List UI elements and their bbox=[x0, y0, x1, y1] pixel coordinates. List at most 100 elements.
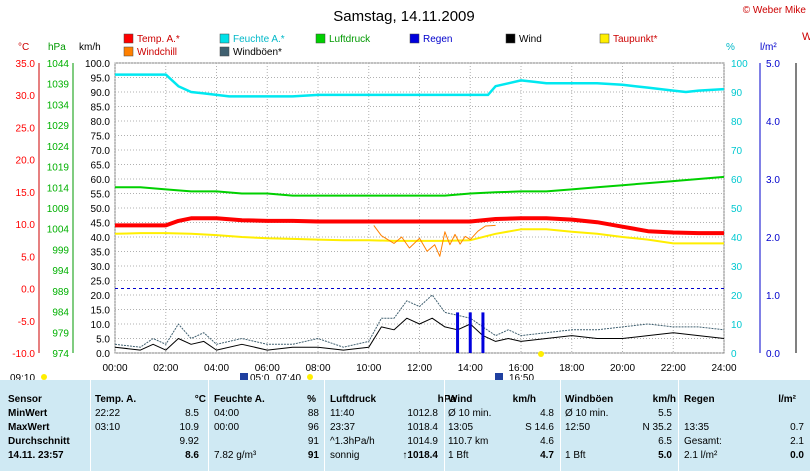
stat-row-label: MaxWert bbox=[8, 422, 50, 433]
stat-value: 4.8 bbox=[540, 408, 554, 419]
chart-grid bbox=[114, 62, 725, 354]
stat-header: l/m² bbox=[778, 394, 796, 405]
sun-icon bbox=[41, 374, 47, 380]
legend-swatch bbox=[505, 33, 516, 44]
x-tick-label: 10:00 bbox=[356, 363, 381, 374]
stat-value: 5.5 bbox=[658, 408, 672, 419]
temp-tick-label: 5.0 bbox=[21, 252, 35, 263]
humidity-tick-label: 60 bbox=[731, 175, 743, 186]
stat-value: 7.82 g/m³ bbox=[214, 450, 257, 461]
temp-tick-label: 25.0 bbox=[16, 123, 36, 134]
pressure-tick-label: 974 bbox=[52, 349, 69, 360]
x-tick-label: 14:00 bbox=[458, 363, 483, 374]
stat-value: 22:22 bbox=[95, 408, 121, 419]
weather-chart: Samstag, 14.11.2009 © Weber Mike °C hPa … bbox=[10, 5, 810, 380]
stat-value: Ø 10 min. bbox=[448, 408, 492, 419]
statistics-table: Sensor Temp. A. °C Feuchte A.% Luftdruck hPa W… bbox=[0, 380, 810, 471]
pressure-tick-label: 1019 bbox=[47, 163, 70, 174]
x-tick-label: 24:00 bbox=[711, 363, 736, 374]
stat-header: Feuchte A. bbox=[214, 394, 265, 405]
rain-tick-label: 1.0 bbox=[766, 291, 780, 302]
wind-tick-label: 40.0 bbox=[91, 233, 111, 244]
legend-swatch bbox=[123, 33, 134, 44]
legend-swatch bbox=[599, 33, 610, 44]
x-tick-label: 20:00 bbox=[610, 363, 635, 374]
moon-left-time: 05:0 bbox=[250, 373, 270, 380]
pressure-tick-label: 1039 bbox=[47, 80, 70, 91]
legend-label: Wind bbox=[519, 34, 542, 45]
x-tick-label: 06:00 bbox=[255, 363, 280, 374]
table-column-divider bbox=[208, 380, 209, 471]
stat-value: 91 bbox=[307, 436, 319, 447]
pressure-tick-label: 1034 bbox=[47, 100, 70, 111]
humidity-tick-label: 80 bbox=[731, 117, 743, 128]
legend-swatch bbox=[315, 33, 326, 44]
stat-value: 88 bbox=[307, 408, 319, 419]
stat-row-label: Durchschnitt bbox=[8, 436, 70, 447]
humidity-tick-label: 100 bbox=[731, 59, 748, 70]
wind-tick-label: 70.0 bbox=[91, 146, 111, 157]
wind-tick-label: 60.0 bbox=[91, 175, 111, 186]
stat-value: 0.0 bbox=[790, 450, 804, 461]
pressure-tick-label: 994 bbox=[52, 266, 69, 277]
sunrise-time: 07:40 bbox=[276, 373, 301, 380]
stat-value: 2.1 l/m² bbox=[684, 450, 718, 461]
stat-row-label: 14.11. 23:57 bbox=[8, 450, 64, 461]
luftdruck-series-line bbox=[115, 175, 725, 197]
stat-value: 2.1 bbox=[790, 436, 804, 447]
legend-label: Luftdruck bbox=[329, 34, 371, 45]
pressure-tick-label: 1004 bbox=[47, 225, 70, 236]
table-column-divider bbox=[560, 380, 561, 471]
stat-header: Sensor bbox=[8, 394, 42, 405]
temp-tick-label: 30.0 bbox=[16, 91, 36, 102]
wind-series-line bbox=[114, 317, 725, 351]
pressure-tick-label: 1024 bbox=[47, 142, 70, 153]
stat-header: hPa bbox=[437, 394, 456, 405]
x-tick-label: 02:00 bbox=[153, 363, 178, 374]
stat-value: 6.5 bbox=[658, 436, 672, 447]
stat-value: N 35.2 bbox=[642, 422, 672, 433]
humidity-tick-label: 20 bbox=[731, 291, 743, 302]
wind-tick-label: 50.0 bbox=[91, 204, 111, 215]
sunset-marker-icon bbox=[538, 351, 544, 357]
table-column-divider bbox=[324, 380, 325, 471]
wind-tick-label: 75.0 bbox=[91, 132, 111, 143]
stat-value: 1014.9 bbox=[407, 436, 438, 447]
stat-value: 1018.4 bbox=[407, 422, 438, 433]
legend-label: Feuchte A.* bbox=[233, 34, 285, 45]
rain-bar bbox=[481, 312, 485, 353]
x-tick-label: 00:00 bbox=[102, 363, 127, 374]
rain-tick-label: 5.0 bbox=[766, 59, 780, 70]
humidity-axis-header: % bbox=[726, 42, 735, 53]
stat-header: Temp. A. bbox=[95, 394, 137, 405]
temp-tick-label: 10.0 bbox=[16, 220, 36, 231]
legend-swatch bbox=[219, 33, 230, 44]
x-tick-label: 16:00 bbox=[508, 363, 533, 374]
stat-value: 91 bbox=[307, 450, 319, 461]
stat-value: Ø 10 min. bbox=[565, 408, 609, 419]
temp-tick-label: 35.0 bbox=[16, 59, 36, 70]
temp-tick-label: 20.0 bbox=[16, 156, 36, 167]
stat-value: 11:40 bbox=[330, 408, 355, 419]
stat-value: 04:00 bbox=[214, 408, 240, 419]
pressure-axis-header: hPa bbox=[48, 42, 66, 53]
temp-tick-label: -10.0 bbox=[12, 349, 35, 360]
stat-value: sonnig bbox=[330, 450, 360, 461]
windchill-series-line bbox=[373, 224, 496, 257]
humidity-tick-label: 30 bbox=[731, 262, 743, 273]
table-column-divider bbox=[90, 380, 91, 471]
stat-header: Wind bbox=[448, 394, 473, 405]
wind-tick-label: 55.0 bbox=[91, 190, 111, 201]
table-column-divider bbox=[678, 380, 679, 471]
x-tick-label: 12:00 bbox=[407, 363, 432, 374]
temp-tick-label: 0.0 bbox=[21, 285, 35, 296]
legend-swatch bbox=[409, 33, 420, 44]
stat-header: km/h bbox=[512, 394, 536, 405]
stat-value: 13:35 bbox=[684, 422, 710, 433]
stat-value: 110.7 km bbox=[448, 436, 489, 447]
x-tick-label: 18:00 bbox=[559, 363, 584, 374]
chart-plot-area bbox=[114, 73, 725, 353]
stat-value: 13:05 bbox=[448, 422, 474, 433]
wind-tick-label: 20.0 bbox=[91, 291, 111, 302]
stat-value: 96 bbox=[307, 422, 319, 433]
